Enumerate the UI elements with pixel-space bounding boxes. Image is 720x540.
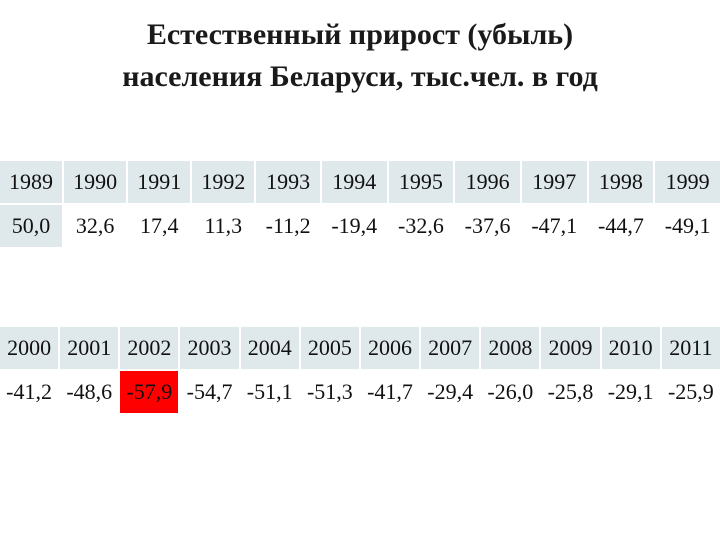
year-cell: 2006 xyxy=(360,327,420,369)
value-cell: -47,1 xyxy=(521,205,587,247)
year-cell: 2000 xyxy=(0,327,59,369)
title-line-1: Естественный прирост (убыль) xyxy=(146,18,574,51)
value-cell: -41,7 xyxy=(360,371,420,413)
title-line-2: населения Беларуси, тыс.чел. в год xyxy=(122,60,598,93)
value-cell: -26,0 xyxy=(481,371,540,413)
value-cell: 11,3 xyxy=(192,205,255,247)
year-cell: 1990 xyxy=(64,161,127,203)
year-cell: 1994 xyxy=(321,161,387,203)
slide-title: Естественный прирост (убыль) населения Б… xyxy=(0,14,720,98)
year-cell: 2002 xyxy=(120,327,179,369)
value-cell: 50,0 xyxy=(0,205,63,247)
year-cell: 1992 xyxy=(192,161,255,203)
value-cell: -51,1 xyxy=(240,371,299,413)
year-cell: 1989 xyxy=(0,161,63,203)
year-cell: 1996 xyxy=(455,161,520,203)
value-cell: -44,7 xyxy=(588,205,654,247)
year-cell: 2003 xyxy=(180,327,239,369)
value-cell: -41,2 xyxy=(0,371,59,413)
table-2000-2011: 2000 2001 2002 2003 2004 2005 2006 2007 … xyxy=(0,325,720,415)
year-cell: 2001 xyxy=(60,327,119,369)
value-cell: -32,6 xyxy=(388,205,454,247)
table-row-years: 2000 2001 2002 2003 2004 2005 2006 2007 … xyxy=(0,327,720,369)
year-cell: 1993 xyxy=(256,161,320,203)
year-cell: 1991 xyxy=(128,161,191,203)
table-row-values: 50,0 32,6 17,4 11,3 -11,2 -19,4 -32,6 -3… xyxy=(0,205,720,247)
value-cell: 17,4 xyxy=(128,205,191,247)
table-row-years: 1989 1990 1991 1992 1993 1994 1995 1996 … xyxy=(0,161,720,203)
value-cell: -49,1 xyxy=(655,205,720,247)
year-cell: 2005 xyxy=(300,327,359,369)
year-cell: 1999 xyxy=(655,161,720,203)
year-cell: 2004 xyxy=(240,327,299,369)
year-cell: 2008 xyxy=(481,327,540,369)
value-cell: -48,6 xyxy=(60,371,119,413)
value-cell: -29,1 xyxy=(601,371,660,413)
year-cell: 1998 xyxy=(588,161,654,203)
value-cell: -29,4 xyxy=(421,371,480,413)
value-cell: -54,7 xyxy=(180,371,239,413)
value-cell: 32,6 xyxy=(64,205,127,247)
year-cell: 2009 xyxy=(541,327,600,369)
year-cell: 1997 xyxy=(521,161,587,203)
table-1989-1999: 1989 1990 1991 1992 1993 1994 1995 1996 … xyxy=(0,159,720,249)
value-cell: -51,3 xyxy=(300,371,359,413)
year-cell: 1995 xyxy=(388,161,454,203)
year-cell: 2010 xyxy=(601,327,660,369)
value-cell: -19,4 xyxy=(321,205,387,247)
value-cell: -25,8 xyxy=(541,371,600,413)
value-cell-highlighted: -57,9 xyxy=(120,371,179,413)
year-cell: 2007 xyxy=(421,327,480,369)
year-cell: 2011 xyxy=(661,327,720,369)
table-row-values: -41,2 -48,6 -57,9 -54,7 -51,1 -51,3 -41,… xyxy=(0,371,720,413)
value-cell: -25,9 xyxy=(661,371,720,413)
value-cell: -11,2 xyxy=(256,205,320,247)
value-cell: -37,6 xyxy=(455,205,520,247)
